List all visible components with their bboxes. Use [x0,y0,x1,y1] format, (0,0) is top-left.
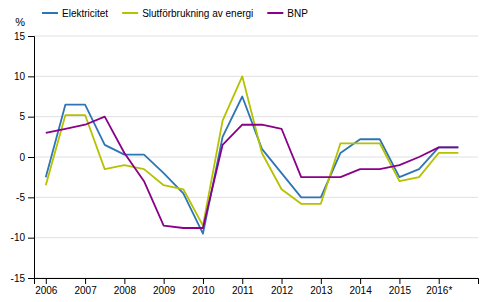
legend: Elektricitet Slutförbrukning av energi BNP [42,8,308,19]
x-tick-label: 2008 [114,285,137,296]
y-tick-label: 10 [14,71,26,82]
x-tick-label: 2011 [232,285,254,296]
y-tick: -5 [16,192,34,203]
y-axis-title: % [15,16,25,28]
y-tick-mark [28,157,34,158]
grid [34,36,478,278]
plot: -15-10-505101520062007200820092010201120… [11,31,479,296]
legend-label: Slutförbrukning av energi [142,8,253,19]
x-tick-mark [85,278,86,284]
legend-label: Elektricitet [62,8,108,19]
y-tick-label: 5 [19,111,25,122]
grid-line [34,36,478,37]
legend-swatch [267,12,283,14]
legend-item: Elektricitet [42,8,108,19]
grid-line [34,237,478,238]
x-tick: 2011 [232,278,254,296]
x-tick: 2006 [35,278,58,296]
x-tick-mark [242,278,243,284]
y-tick-label: 15 [14,31,26,42]
x-tick: 2015 [389,278,412,296]
series-line [46,76,459,225]
x-tick-label: 2016* [426,285,452,296]
x-tick: 2012 [271,278,294,296]
y-tick: -10 [11,232,34,243]
y-tick: 15 [14,31,34,42]
series-line [46,117,459,228]
y-tick: 0 [19,152,34,163]
x-tick-mark [124,278,125,284]
x-tick: 2007 [74,278,97,296]
y-tick-label: -5 [16,192,25,203]
x-tick-label: 2015 [389,285,412,296]
y-tick: 10 [14,71,34,82]
x-tick-mark [203,278,204,284]
y-tick-mark [28,76,34,77]
grid-line [34,116,478,117]
y-axis: -15 -10 -5 0 5 10 15 [11,31,35,284]
x-tick: 2014 [349,278,372,296]
y-tick-mark [28,197,34,198]
x-tick-mark [439,278,440,284]
legend-label: BNP [287,8,308,19]
x-axis: 2006 2007 2008 2009 2010 2011 2012 2013 2014 2015… [35,278,479,296]
x-tick: 2010 [192,278,215,296]
x-tick: 2016* [426,278,452,296]
legend-item: BNP [267,8,308,19]
legend-swatch [42,12,58,14]
legend-item: Slutförbrukning av energi [122,8,253,19]
x-tick-label: 2014 [349,285,372,296]
x-tick: 2013 [310,278,333,296]
x-tick: 2008 [114,278,137,296]
y-tick-mark [28,36,34,37]
x-tick-mark [321,278,322,284]
legend-swatch [122,12,138,14]
x-tick-label: 2006 [35,285,58,296]
y-tick-label: -15 [11,273,26,284]
y-tick-mark [28,238,34,239]
x-tick: 2009 [153,278,176,296]
x-tick-label: 2010 [192,285,215,296]
grid-line [34,197,478,198]
y-tick-mark [28,278,34,279]
y-tick: -15 [11,273,34,284]
x-tick-mark [399,278,400,284]
y-tick-label: -10 [11,232,26,243]
y-axis-line [28,37,35,279]
x-tick-label: 2009 [153,285,176,296]
chart: -15-10-505101520062007200820092010201120… [0,0,492,302]
x-axis-line [35,279,479,285]
y-tick-label: 0 [19,152,25,163]
x-tick-mark [282,278,283,284]
x-tick-label: 2013 [310,285,333,296]
x-tick-mark [164,278,165,284]
grid-line [34,76,478,77]
y-tick: 5 [19,111,34,122]
lines [46,76,459,233]
x-tick-label: 2007 [74,285,97,296]
x-tick-label: 2012 [271,285,294,296]
x-tick-mark [360,278,361,284]
y-tick-mark [28,117,34,118]
x-tick-mark [46,278,47,284]
